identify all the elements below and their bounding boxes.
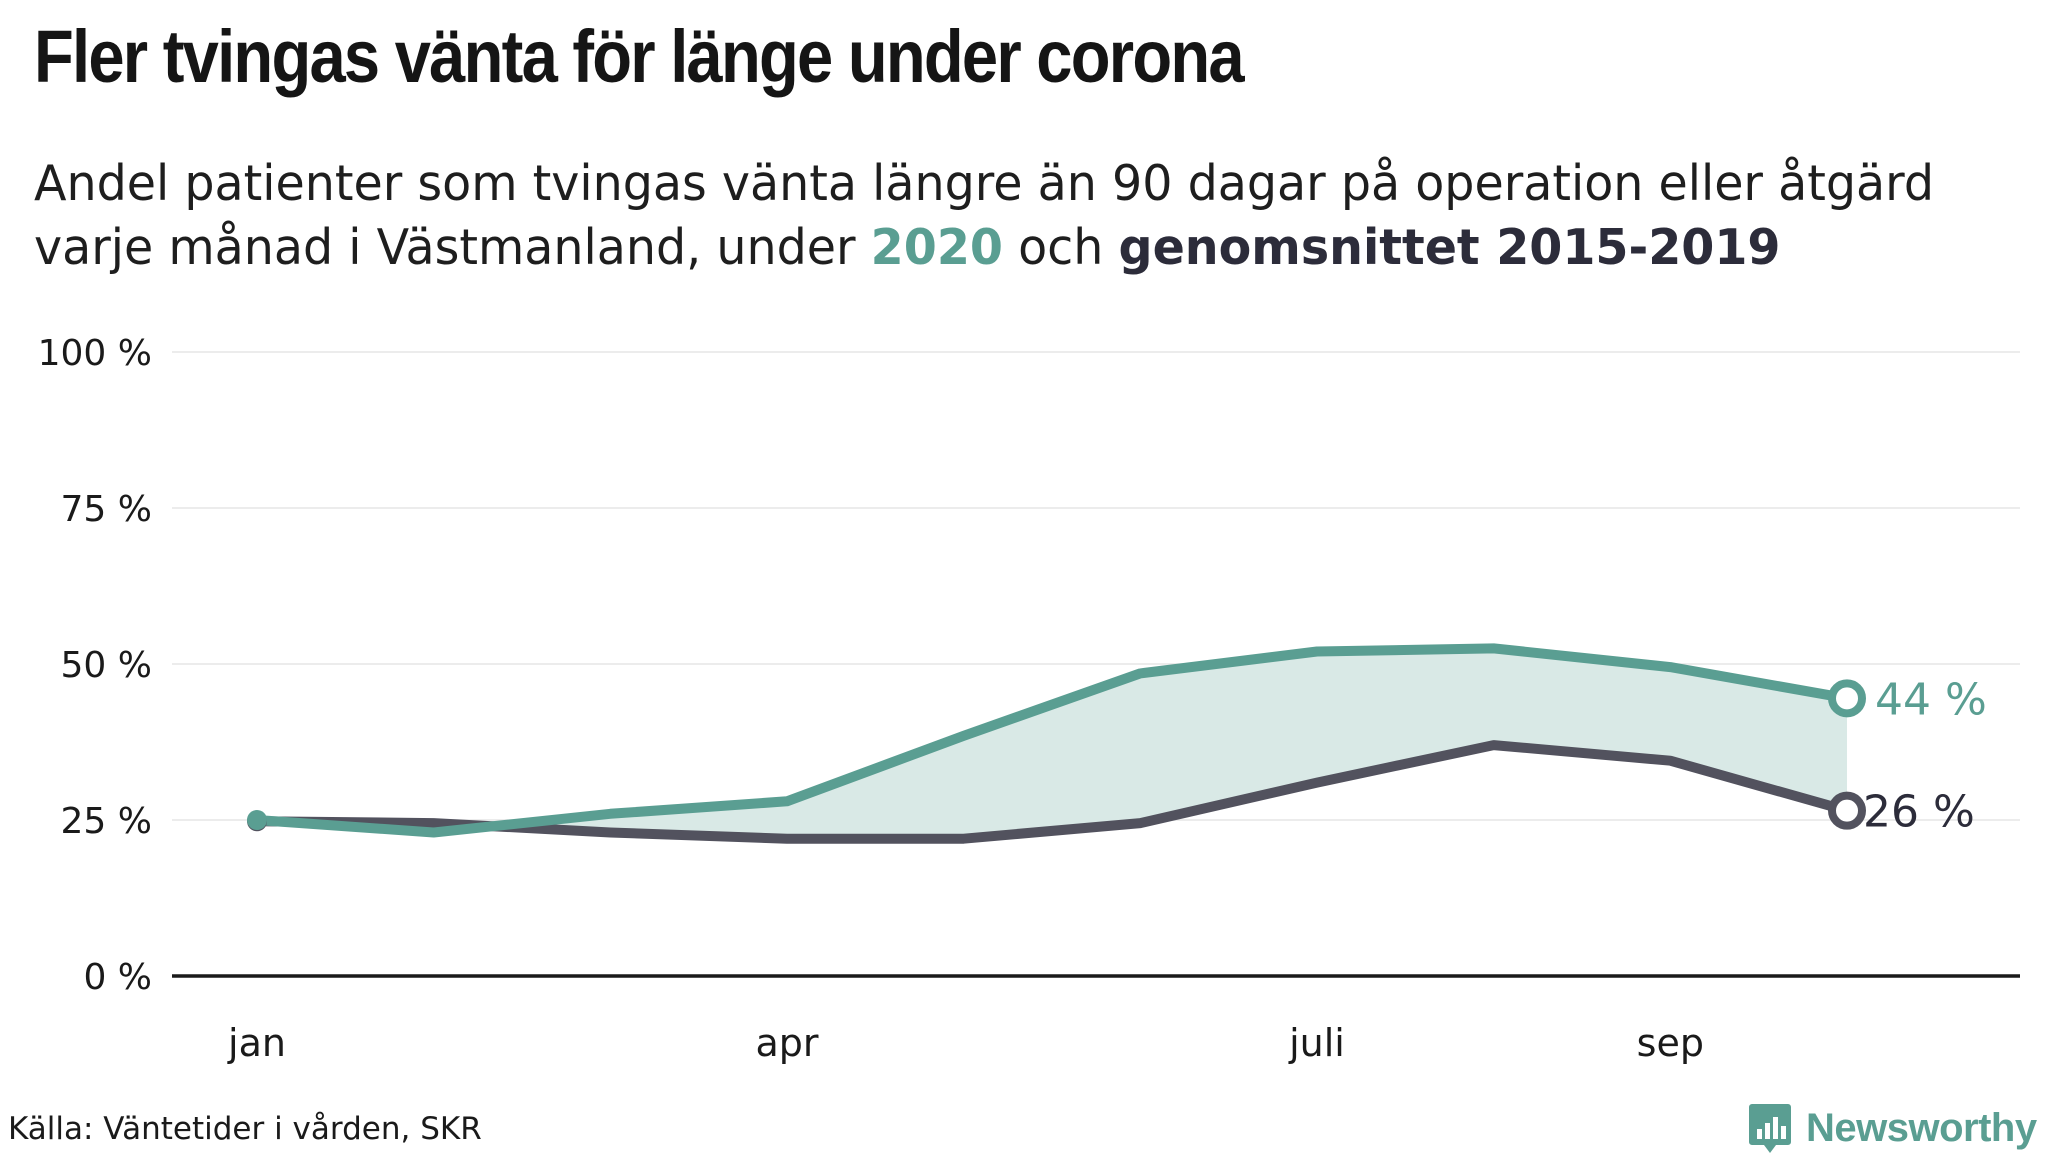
source-note: Källa: Väntetider i vården, SKR xyxy=(8,1111,482,1147)
logo-text: Newsworthy xyxy=(1806,1105,2037,1150)
subtitle-highlight-average: genomsnittet 2015-2019 xyxy=(1118,219,1781,276)
x-tick-label-apr: apr xyxy=(755,1021,818,1065)
start-point-2020 xyxy=(247,810,267,830)
x-tick-label-sep: sep xyxy=(1637,1021,1704,1065)
subtitle-line2-pre: varje månad i Västmanland, under xyxy=(34,219,871,276)
newsworthy-logo-icon xyxy=(1749,1104,1791,1153)
subtitle-highlight-2020: 2020 xyxy=(870,219,1003,276)
newsworthy-logo: Newsworthy xyxy=(1748,1100,2037,1156)
y-tick-label-75: 75 % xyxy=(61,489,152,530)
y-tick-label-25: 25 % xyxy=(61,801,152,842)
y-tick-label-100: 100 % xyxy=(38,333,152,374)
chart-subtitle: Andel patienter som tvingas vänta längre… xyxy=(34,152,1934,280)
end-point-average xyxy=(1828,791,1866,830)
chart-title: Fler tvingas vänta för länge under coron… xyxy=(34,15,1245,98)
x-tick-label-jan: jan xyxy=(227,1021,286,1065)
y-tick-label-50: 50 % xyxy=(61,645,152,686)
series-line-2020 xyxy=(252,643,1852,838)
end-label-average: 26 % xyxy=(1863,787,1975,838)
subtitle-line2-mid: och xyxy=(1002,219,1119,276)
x-tick-label-juli: juli xyxy=(1288,1021,1345,1065)
end-label-2020: 44 % xyxy=(1875,674,1987,725)
end-point-2020 xyxy=(1828,679,1866,718)
subtitle-line1: Andel patienter som tvingas vänta längre… xyxy=(34,155,1935,212)
area-between-series xyxy=(257,648,1847,839)
y-tick-label-0: 0 % xyxy=(83,957,152,998)
